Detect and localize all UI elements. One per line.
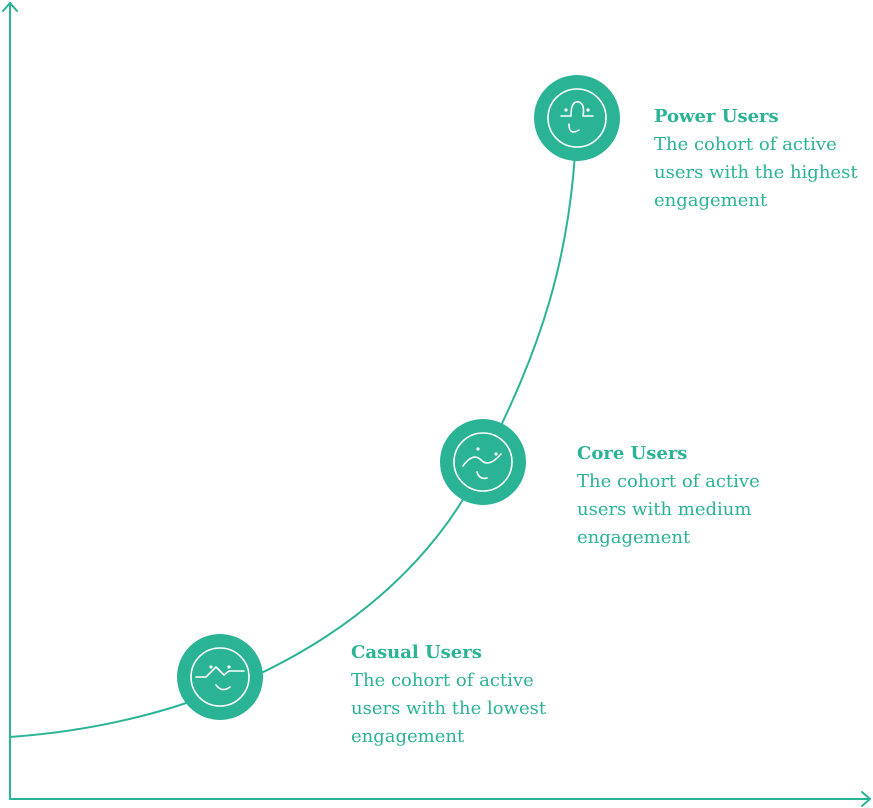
y-axis [2,2,18,800]
core-users-node [440,419,526,505]
core-users-label: Core Users The cohort of active users wi… [577,440,787,552]
face-icon [453,432,513,492]
casual-users-description: The cohort of active users with the lowe… [351,670,547,747]
casual-users-node [177,634,263,720]
power-users-label: Power Users The cohort of active users w… [654,103,864,215]
y-axis-arrowhead-icon [2,2,18,12]
power-users-node [534,75,620,161]
casual-users-title: Casual Users [351,642,482,663]
core-users-description: The cohort of active users with medium e… [577,471,760,548]
face-icon [547,88,607,148]
casual-users-label: Casual Users The cohort of active users … [351,639,561,751]
x-axis [9,791,871,807]
power-users-description: The cohort of active users with the high… [654,134,858,211]
face-icon [190,647,250,707]
power-users-title: Power Users [654,106,779,127]
x-axis-arrowhead-icon [861,791,871,807]
core-users-title: Core Users [577,443,688,464]
